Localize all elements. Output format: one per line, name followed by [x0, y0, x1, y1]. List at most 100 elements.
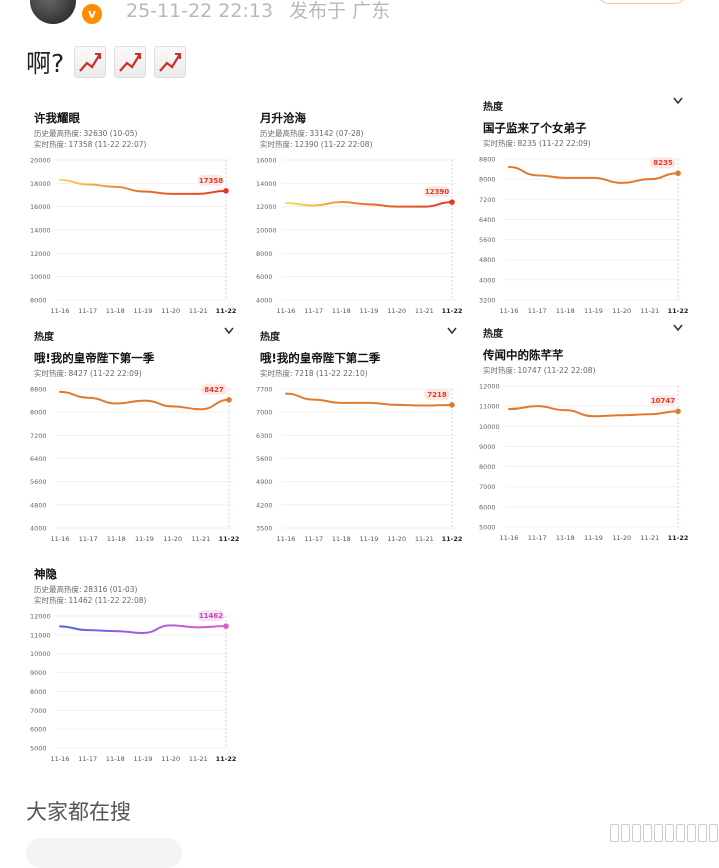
x-tick-label: 11-18 — [556, 307, 575, 315]
chevron-down-icon[interactable] — [446, 325, 458, 340]
x-tick-label: 11-22 — [219, 535, 240, 543]
x-tick-label: 11-21 — [415, 307, 434, 315]
chevron-down-icon[interactable] — [223, 325, 235, 340]
series-line — [59, 624, 227, 634]
stat-value: 8427 (11-22 22:09) — [68, 369, 142, 378]
y-tick-label: 7700 — [256, 386, 273, 394]
stat-value: 10747 (11-22 22:08) — [517, 366, 596, 375]
follow-button[interactable] — [598, 0, 686, 4]
chevron-down-icon[interactable] — [672, 95, 684, 110]
heat-card[interactable]: 神隐 历史最高热度: 28316 (01-03) 实时热度: 11462 (11-22 … — [26, 558, 238, 768]
y-tick-label: 6300 — [256, 432, 273, 440]
y-tick-label: 14000 — [256, 180, 277, 188]
card-stat-line: 实时热度: 10747 (11-22 22:08) — [483, 365, 595, 376]
x-tick-label: 11-19 — [134, 755, 153, 763]
y-tick-label: 5600 — [30, 478, 47, 486]
y-tick-label: 9000 — [479, 443, 496, 451]
y-tick-label: 5000 — [479, 524, 496, 532]
post-text: 啊? — [26, 49, 65, 78]
series-line — [285, 200, 453, 208]
chevron-down-icon[interactable] — [672, 322, 684, 337]
x-tick-label: 11-19 — [134, 307, 153, 315]
y-tick-label: 8000 — [256, 250, 273, 258]
x-tick-label: 11-17 — [528, 307, 547, 315]
x-tick-label: 11-22 — [668, 534, 689, 542]
x-tick-label: 11-21 — [189, 307, 208, 315]
x-tick-label: 11-19 — [360, 535, 379, 543]
y-tick-label: 4000 — [479, 276, 496, 284]
value-bubble-label: 8235 — [653, 159, 673, 167]
post-location: 发布于 广东 — [289, 0, 391, 22]
post-timestamp: 25-11-22 22:13 — [126, 0, 274, 22]
x-tick-label: 11-20 — [161, 307, 180, 315]
current-point — [675, 408, 681, 415]
y-tick-label: 4000 — [256, 297, 273, 305]
heat-card[interactable]: 许我耀眼 历史最高热度: 32630 (10-05) 实时热度: 17358 (11-2… — [26, 102, 238, 320]
value-bubble-label: 11462 — [199, 612, 223, 620]
heat-line-chart: 12000 11000 10000 9000 8000 7000 6000 5000 11-16… — [479, 383, 689, 543]
x-tick-label: 11-17 — [79, 535, 98, 543]
y-tick-label: 12000 — [479, 383, 500, 391]
stat-label: 实时热度: — [260, 369, 293, 378]
y-tick-label: 8000 — [479, 463, 496, 471]
more-images-icon[interactable] — [610, 824, 719, 842]
y-tick-label: 5600 — [479, 236, 496, 244]
value-bubble — [424, 186, 450, 198]
stat-value: 28316 (01-03) — [83, 585, 138, 594]
heat-card[interactable]: 热度 传闻中的陈芊芊 实时热度: 10747 (11-22 22:08) 12000 11… — [475, 322, 690, 547]
y-tick-label: 8800 — [479, 156, 496, 164]
stat-label: 历史最高热度: — [34, 585, 82, 594]
x-tick-label: 11-18 — [556, 534, 575, 542]
section-title: 大家都在搜 — [26, 800, 131, 824]
y-tick-label: 12000 — [30, 613, 51, 621]
post-body: 啊? — [26, 44, 194, 80]
card-title: 哦!我的皇帝陛下第二季 — [260, 351, 381, 365]
y-tick-label: 4900 — [256, 478, 273, 486]
value-bubble — [198, 610, 224, 622]
heat-card[interactable]: 热度 国子监来了个女弟子 实时热度: 8235 (11-22 22:09) 8800 80… — [475, 95, 690, 320]
x-tick-label: 11-17 — [304, 307, 323, 315]
heat-line-chart: 7700 7000 6300 5600 4900 4200 3500 11-16 11-17 11… — [256, 386, 462, 544]
heat-card[interactable]: 热度 哦!我的皇帝陛下第一季 实时热度: 8427 (11-22 22:09) 8800… — [26, 325, 241, 548]
stat-label: 实时热度: — [483, 139, 516, 148]
x-tick-label: 11-22 — [668, 307, 689, 315]
card-tag: 热度 — [483, 102, 503, 113]
card-stat-line: 实时热度: 12390 (11-22 22:08) — [260, 139, 372, 150]
card-stat-line: 历史最高热度: 28316 (01-03) — [34, 584, 137, 595]
series-line — [59, 178, 227, 195]
x-tick-label: 11-21 — [191, 535, 210, 543]
y-tick-label: 7000 — [479, 483, 496, 491]
x-tick-label: 11-18 — [332, 307, 351, 315]
card-stat-line: 实时热度: 8235 (11-22 22:09) — [483, 138, 591, 149]
x-tick-label: 11-17 — [78, 755, 97, 763]
value-bubble — [424, 388, 450, 400]
x-tick-label: 11-19 — [584, 307, 603, 315]
y-tick-label: 6000 — [30, 726, 47, 734]
heat-card[interactable]: 热度 哦!我的皇帝陛下第二季 实时热度: 7218 (11-22 22:10) 7700… — [252, 325, 464, 548]
stat-label: 实时热度: — [483, 366, 516, 375]
x-tick-label: 11-19 — [135, 535, 154, 543]
avatar[interactable] — [30, 0, 76, 24]
x-tick-label: 11-21 — [640, 534, 659, 542]
value-bubble-label: 10747 — [651, 397, 675, 405]
y-tick-label: 11000 — [30, 631, 51, 639]
search-suggestion-pill[interactable] — [26, 838, 182, 868]
stat-label: 实时热度: — [34, 596, 67, 605]
stat-value: 8235 (11-22 22:09) — [517, 139, 591, 148]
x-tick-label: 11-20 — [161, 755, 180, 763]
y-tick-label: 3500 — [256, 525, 273, 533]
y-tick-label: 6000 — [256, 273, 273, 281]
card-tag: 热度 — [483, 329, 503, 340]
x-tick-label: 11-18 — [106, 307, 125, 315]
card-title: 许我耀眼 — [34, 111, 80, 125]
y-tick-label: 16000 — [30, 203, 51, 211]
card-title: 哦!我的皇帝陛下第一季 — [34, 351, 155, 365]
series-line — [508, 166, 679, 184]
series-line — [59, 390, 230, 411]
post-meta: 25-11-22 22:13 发布于 广东 — [126, 0, 390, 23]
heat-card[interactable]: 月升沧海 历史最高热度: 33142 (07-28) 实时热度: 12390 (11-2… — [252, 102, 464, 320]
current-point — [449, 199, 455, 205]
stat-value: 17358 (11-22 22:07) — [68, 140, 147, 149]
y-tick-label: 6400 — [479, 216, 496, 224]
heat-line-chart: 8800 8000 7200 6400 5600 4800 4000 3200 11-16 11-… — [479, 156, 689, 316]
